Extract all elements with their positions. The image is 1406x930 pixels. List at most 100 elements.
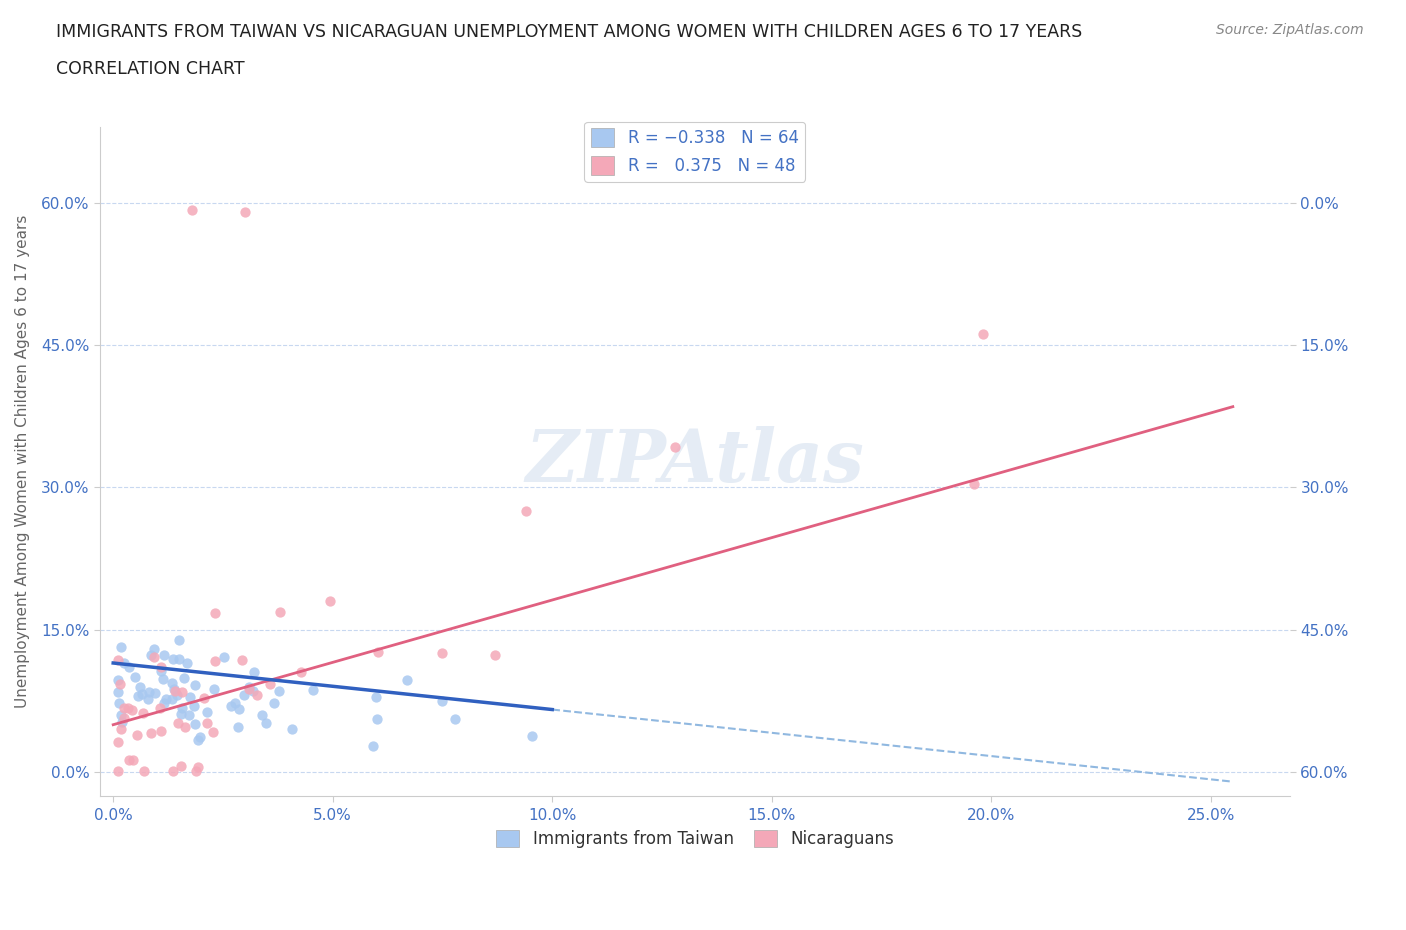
Point (136, 692, 159, 707)
Point (319, 594, 342, 609)
Point (107, 735, 129, 750)
Point (169, 632, 191, 647)
Point (153, 696, 176, 711)
Text: ZIPAtlas: ZIPAtlas (526, 426, 865, 497)
Text: CORRELATION CHART: CORRELATION CHART (56, 60, 245, 78)
Text: IMMIGRANTS FROM TAIWAN VS NICARAGUAN UNEMPLOYMENT AMONG WOMEN WITH CHILDREN AGES: IMMIGRANTS FROM TAIWAN VS NICARAGUAN UNE… (56, 23, 1083, 41)
Text: Source: ZipAtlas.com: Source: ZipAtlas.com (1216, 23, 1364, 37)
Point (179, 708, 201, 723)
Point (430, 646, 453, 661)
Point (131, 686, 153, 701)
Point (110, 640, 132, 655)
Point (117, 700, 139, 715)
Point (170, 684, 193, 699)
Point (250, 707, 273, 722)
Point (166, 687, 188, 702)
Point (254, 716, 277, 731)
Point (259, 676, 281, 691)
Point (111, 714, 134, 729)
Point (150, 724, 173, 738)
Point (367, 644, 389, 659)
Point (167, 652, 190, 667)
Point (228, 702, 250, 717)
Point (128, 679, 150, 694)
Point (174, 720, 197, 735)
Point (152, 671, 174, 686)
Point (664, 440, 686, 455)
Point (163, 684, 186, 698)
Point (361, 738, 384, 753)
Point (112, 711, 135, 725)
Y-axis label: Unemployment Among Women with Children Ages 6 to 17 years: Unemployment Among Women with Children A… (15, 215, 30, 708)
Point (167, 715, 190, 730)
Point (183, 698, 205, 713)
Point (110, 722, 132, 737)
Point (118, 752, 141, 767)
Point (118, 659, 141, 674)
Point (184, 764, 207, 778)
Point (201, 724, 224, 739)
Point (972, 326, 994, 341)
Point (190, 730, 212, 745)
Point (195, 715, 218, 730)
Point (184, 716, 207, 731)
Point (366, 689, 388, 704)
Point (179, 689, 201, 704)
Point (246, 687, 269, 702)
Point (124, 670, 146, 684)
Point (243, 665, 266, 680)
Point (269, 684, 291, 698)
Point (195, 704, 218, 719)
Point (302, 683, 325, 698)
Legend: Immigrants from Taiwan, Nicaraguans: Immigrants from Taiwan, Nicaraguans (489, 823, 901, 855)
Point (366, 711, 388, 726)
Point (122, 752, 145, 767)
Point (520, 729, 543, 744)
Point (107, 684, 129, 699)
Point (121, 702, 143, 717)
Point (127, 689, 149, 704)
Point (112, 700, 135, 715)
Point (108, 676, 131, 691)
Point (233, 205, 256, 219)
Point (238, 679, 260, 694)
Point (269, 604, 291, 619)
Point (443, 712, 465, 727)
Point (172, 700, 194, 715)
Point (176, 656, 198, 671)
Point (193, 690, 215, 705)
Point (231, 653, 253, 668)
Point (138, 684, 160, 699)
Point (149, 700, 172, 715)
Point (107, 652, 129, 667)
Point (204, 605, 226, 620)
Point (484, 647, 506, 662)
Point (139, 647, 162, 662)
Point (183, 677, 205, 692)
Point (233, 687, 256, 702)
Point (142, 650, 165, 665)
Point (153, 648, 176, 663)
Point (163, 682, 186, 697)
Point (107, 672, 129, 687)
Point (187, 759, 209, 774)
Point (150, 663, 173, 678)
Point (224, 696, 246, 711)
Point (432, 694, 454, 709)
Point (169, 707, 191, 722)
Point (107, 764, 129, 778)
Point (187, 733, 209, 748)
Point (112, 656, 135, 671)
Point (202, 681, 225, 696)
Point (142, 642, 165, 657)
Point (290, 664, 312, 679)
Point (173, 671, 195, 685)
Point (962, 476, 984, 491)
Point (162, 651, 184, 666)
Point (395, 672, 418, 687)
Point (515, 504, 537, 519)
Point (108, 696, 131, 711)
Point (181, 203, 204, 218)
Point (226, 720, 249, 735)
Point (281, 722, 304, 737)
